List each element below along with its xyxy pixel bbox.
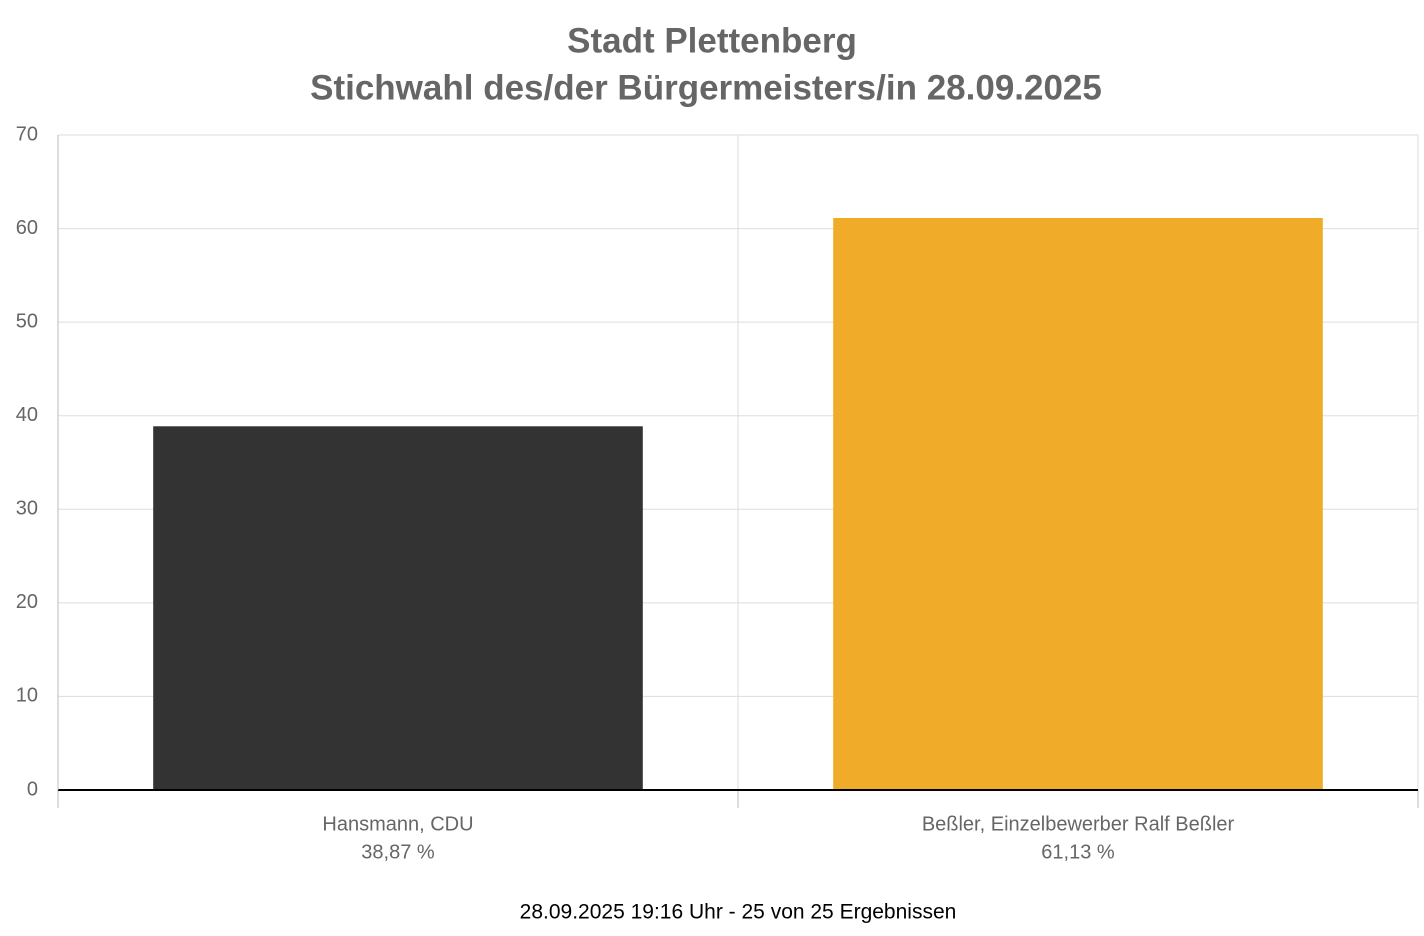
chart-note: 28.09.2025 19:16 Uhr - 25 von 25 Ergebni… bbox=[520, 901, 957, 924]
y-tick-label: 40 bbox=[16, 404, 38, 426]
y-tick-label: 30 bbox=[16, 498, 38, 520]
y-tick-label: 0 bbox=[27, 778, 38, 800]
y-tick-label: 50 bbox=[16, 310, 38, 332]
y-tick-label: 10 bbox=[16, 685, 38, 707]
y-tick-label: 20 bbox=[16, 591, 38, 613]
x-tick-label: Hansmann, CDU bbox=[322, 813, 473, 835]
chart-subtitle: Stichwahl des/der Bürgermeisters/in 28.0… bbox=[310, 68, 1102, 107]
value-label: 38,87 % bbox=[361, 841, 435, 863]
chart-title: Stadt Plettenberg bbox=[567, 21, 857, 60]
x-tick-label: Beßler, Einzelbewerber Ralf Beßler bbox=[922, 813, 1235, 835]
y-tick-label: 60 bbox=[16, 217, 38, 239]
bar bbox=[153, 426, 643, 790]
bar bbox=[833, 217, 1323, 790]
y-tick-label: 70 bbox=[16, 123, 38, 145]
value-label: 61,13 % bbox=[1041, 841, 1115, 863]
